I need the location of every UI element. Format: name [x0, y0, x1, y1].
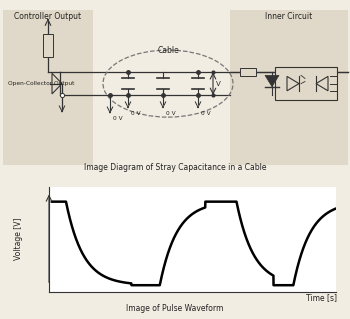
- Bar: [240, 68, 256, 76]
- Bar: [43, 34, 53, 57]
- Text: 0 V: 0 V: [131, 111, 141, 116]
- Text: Inner Circuit: Inner Circuit: [265, 12, 313, 21]
- Text: 0 V: 0 V: [166, 111, 176, 116]
- Text: V: V: [216, 81, 221, 86]
- Text: 0 V: 0 V: [113, 115, 122, 121]
- Y-axis label: Voltage [V]: Voltage [V]: [14, 218, 23, 261]
- Text: Cable: Cable: [157, 47, 179, 56]
- Text: Controller Output: Controller Output: [14, 12, 82, 21]
- Bar: [3, 10, 93, 165]
- Text: 0 V: 0 V: [201, 111, 211, 116]
- Bar: [275, 67, 337, 100]
- Text: Time [s]: Time [s]: [306, 293, 337, 302]
- Polygon shape: [265, 75, 279, 87]
- Text: Image of Pulse Waveform: Image of Pulse Waveform: [126, 304, 224, 313]
- Text: Open-Collector Output: Open-Collector Output: [8, 81, 74, 86]
- Text: Image Diagram of Stray Capacitance in a Cable: Image Diagram of Stray Capacitance in a …: [84, 163, 266, 172]
- Bar: [230, 10, 348, 165]
